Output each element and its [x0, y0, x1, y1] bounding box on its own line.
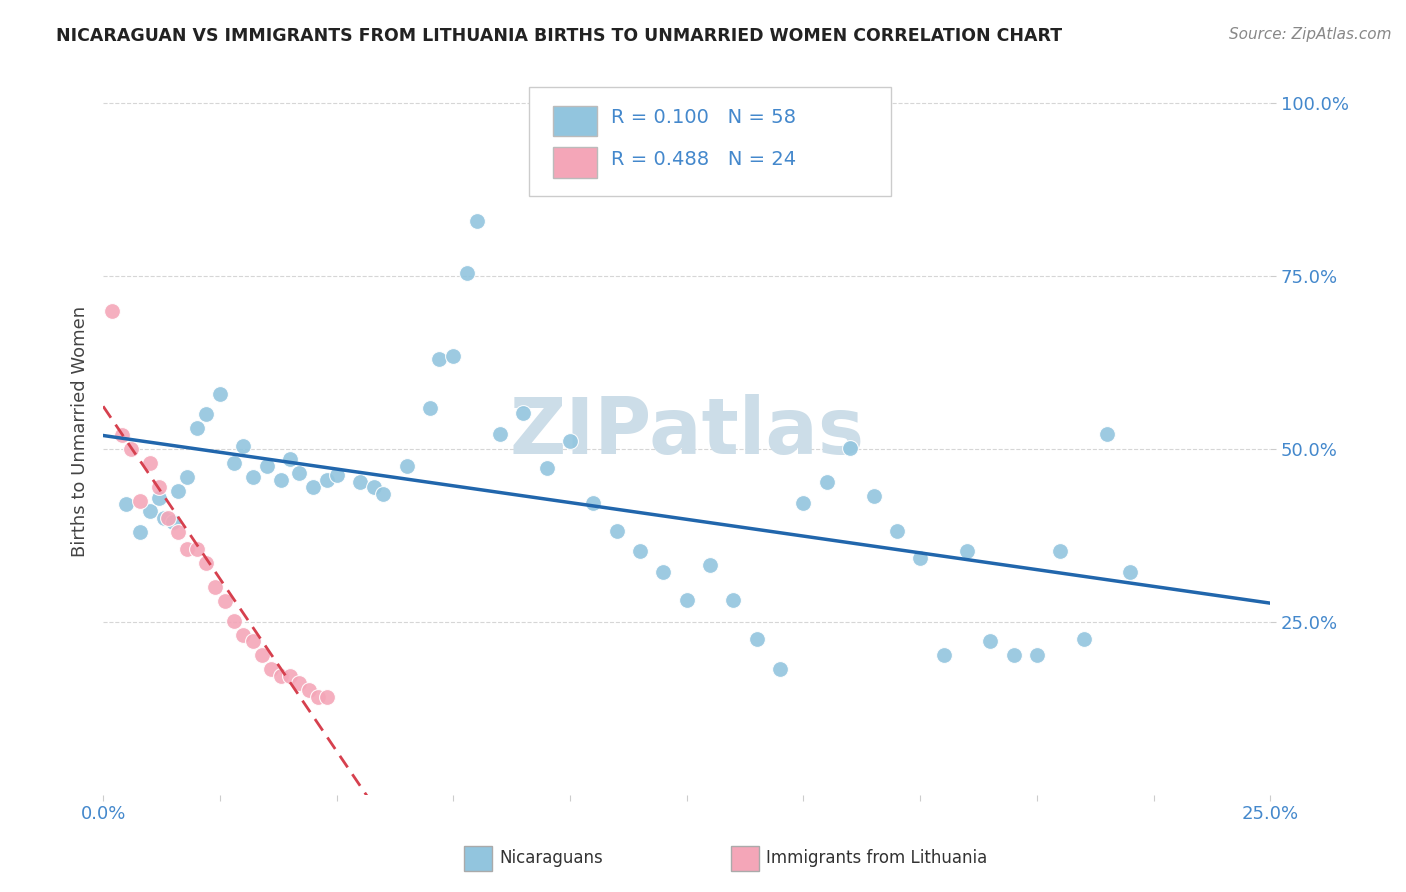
Point — [1049, 544, 1071, 558]
Point — [1095, 426, 1118, 441]
Text: R = 0.100   N = 58: R = 0.100 N = 58 — [610, 109, 796, 128]
Point — [176, 469, 198, 483]
Point — [120, 442, 142, 456]
FancyBboxPatch shape — [529, 87, 891, 195]
Point — [139, 504, 162, 518]
Point — [465, 213, 488, 227]
Point — [489, 426, 512, 441]
Text: ZIPatlas: ZIPatlas — [509, 393, 865, 470]
Point — [815, 475, 838, 490]
Point — [582, 496, 605, 510]
Point — [723, 593, 745, 607]
FancyBboxPatch shape — [731, 846, 759, 871]
Point — [316, 473, 339, 487]
Text: NICARAGUAN VS IMMIGRANTS FROM LITHUANIA BIRTHS TO UNMARRIED WOMEN CORRELATION CH: NICARAGUAN VS IMMIGRANTS FROM LITHUANIA … — [56, 27, 1063, 45]
FancyBboxPatch shape — [553, 147, 598, 178]
Text: R = 0.488   N = 24: R = 0.488 N = 24 — [610, 150, 796, 169]
Point — [101, 303, 124, 318]
Point — [1073, 632, 1095, 647]
Point — [1119, 566, 1142, 580]
Point — [699, 558, 721, 573]
Point — [288, 676, 311, 690]
Y-axis label: Births to Unmarried Women: Births to Unmarried Women — [72, 306, 89, 558]
Point — [1026, 648, 1049, 663]
Point — [297, 682, 319, 697]
Point — [932, 648, 955, 663]
Point — [769, 662, 792, 676]
Point — [349, 475, 371, 490]
Point — [956, 544, 979, 558]
Point — [148, 491, 170, 505]
Point — [148, 480, 170, 494]
Point — [166, 525, 188, 540]
Point — [270, 473, 292, 487]
Point — [363, 480, 385, 494]
Point — [456, 266, 478, 280]
Point — [979, 634, 1001, 648]
Point — [157, 511, 180, 525]
Point — [441, 349, 464, 363]
Point — [536, 461, 558, 475]
Point — [675, 593, 697, 607]
Point — [242, 469, 264, 483]
Point — [886, 524, 908, 538]
Point — [232, 439, 254, 453]
Point — [256, 459, 278, 474]
Point — [606, 524, 628, 538]
Point — [222, 456, 245, 470]
FancyBboxPatch shape — [553, 105, 598, 136]
Point — [194, 556, 217, 570]
Point — [270, 669, 292, 683]
Point — [208, 386, 231, 401]
Point — [242, 634, 264, 648]
Point — [395, 459, 418, 474]
Point — [162, 515, 184, 529]
Point — [129, 494, 152, 508]
Point — [316, 690, 339, 704]
FancyBboxPatch shape — [464, 846, 492, 871]
Point — [373, 487, 395, 501]
Point — [278, 452, 301, 467]
Text: Immigrants from Lithuania: Immigrants from Lithuania — [766, 849, 987, 867]
Text: Source: ZipAtlas.com: Source: ZipAtlas.com — [1229, 27, 1392, 42]
Point — [232, 627, 254, 641]
Point — [325, 468, 347, 483]
Point — [862, 489, 884, 503]
Point — [288, 467, 311, 481]
Point — [222, 614, 245, 628]
Point — [260, 662, 283, 676]
Point — [558, 434, 581, 448]
Point — [307, 690, 329, 704]
Point — [628, 544, 651, 558]
Point — [166, 483, 188, 498]
Point — [652, 566, 675, 580]
Point — [186, 542, 208, 557]
Point — [176, 542, 198, 557]
Point — [129, 525, 152, 540]
Point — [139, 456, 162, 470]
Point — [250, 648, 273, 663]
Point — [204, 581, 226, 595]
Point — [427, 352, 450, 367]
Point — [302, 480, 325, 494]
Point — [792, 496, 814, 510]
Point — [839, 441, 862, 455]
Point — [194, 408, 217, 422]
Point — [153, 511, 176, 525]
Point — [512, 406, 534, 420]
Point — [111, 428, 134, 442]
Point — [115, 498, 138, 512]
Point — [186, 421, 208, 435]
Point — [1002, 648, 1025, 663]
Point — [419, 401, 441, 415]
Point — [214, 594, 236, 608]
Text: Nicaraguans: Nicaraguans — [499, 849, 603, 867]
Point — [745, 632, 768, 647]
Point — [278, 669, 301, 683]
Point — [908, 551, 931, 566]
